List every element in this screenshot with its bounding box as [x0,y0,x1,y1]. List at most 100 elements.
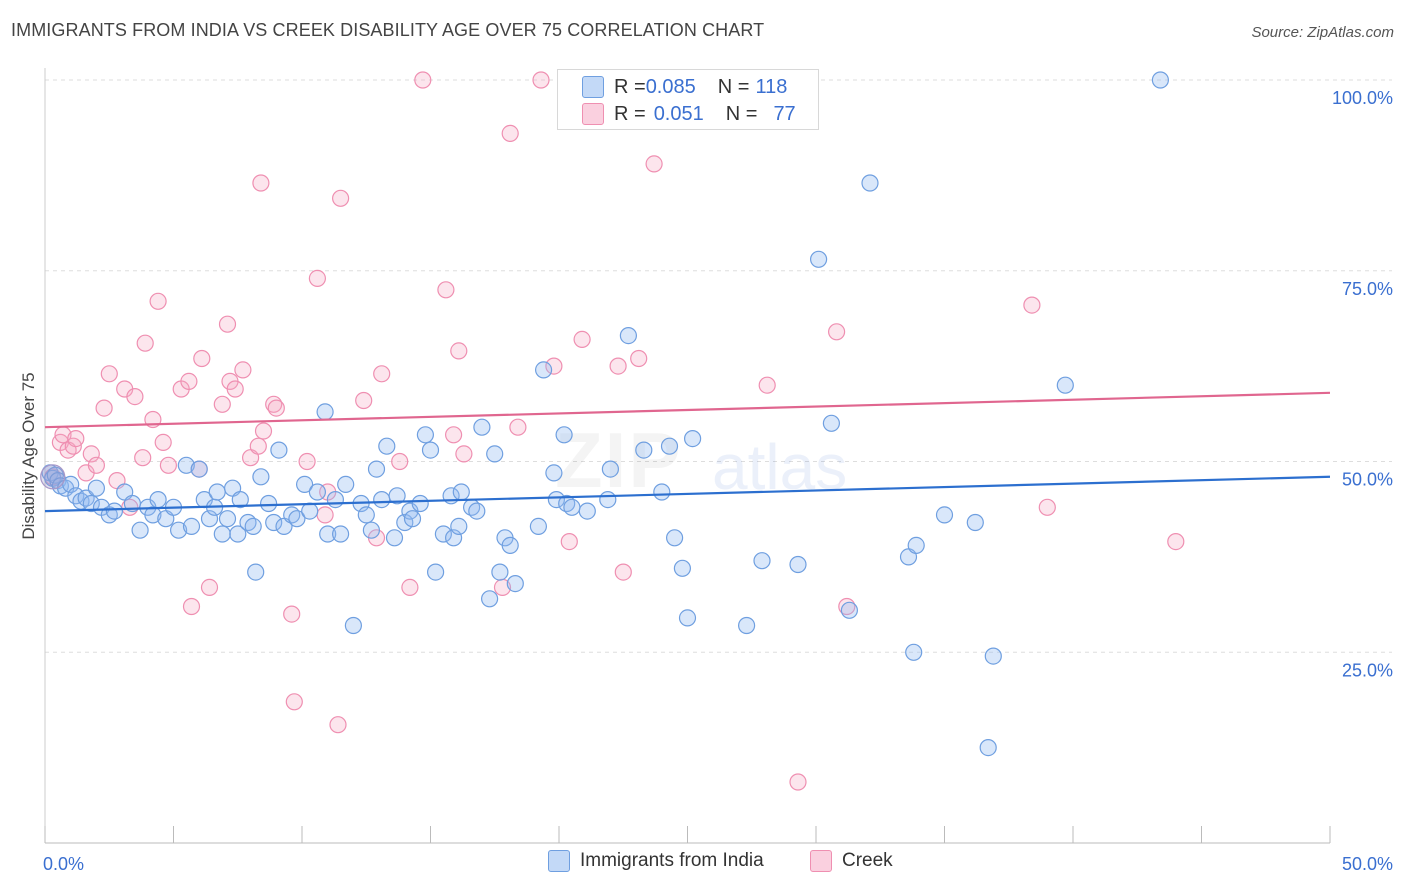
creek-point [308,269,326,287]
india-point [149,491,167,509]
india-point [434,525,452,543]
india-point [907,536,925,555]
creek-point [252,174,270,192]
svg-text:ZIP: ZIP [555,416,682,504]
creek-point [573,330,591,348]
trend-lines [44,391,1331,513]
creek-legend-swatch [810,850,832,872]
india-r-value: 0.085 [645,75,696,98]
india-point [316,403,334,421]
creek-point [827,323,846,341]
creek-point [560,532,578,551]
creek-point [182,597,201,616]
creek-point [180,372,198,390]
creek-r-value: 0.051 [653,102,704,125]
stats-legend-box: R = 0.085 N = 118 R = 0.051 N = 77 [557,69,819,130]
india-point [619,327,638,345]
india-point [555,426,573,444]
india-point [421,441,440,459]
india-point [177,456,195,474]
creek-point [316,506,334,524]
india-point [450,517,468,536]
india-point [563,498,581,516]
india-swatch [582,76,604,98]
india-point [344,616,362,635]
india-point [244,517,262,536]
creek-point [267,399,285,417]
creek-point [159,456,177,474]
series-india-points [40,71,1170,757]
creek-trend-line [44,391,1331,429]
y-tick-label: 50.0% [1342,470,1393,490]
india-point [416,426,434,444]
india-point [288,510,306,528]
india-point [468,502,486,520]
india-point [547,491,566,509]
india-point [87,479,106,497]
chart-title: IMMIGRANTS FROM INDIA VS CREEK DISABILIT… [11,20,765,40]
creek-point [329,716,347,734]
india-point [789,555,807,574]
india-point [809,250,828,268]
creek-point [254,422,273,440]
india-point [332,525,350,543]
creek-point [149,292,167,310]
creek-point [1167,532,1185,551]
india-legend-label: Immigrants from India [580,850,764,871]
india-point [326,491,344,509]
creek-point [437,281,455,299]
india-point [144,506,162,524]
india-point [529,517,548,536]
creek-point [450,342,468,360]
india-point [367,460,386,478]
creek-point [501,124,519,142]
india-point [1056,376,1074,394]
india-point [247,563,265,581]
legend-item-creek[interactable]: Creek [810,850,893,872]
india-point [362,521,380,539]
creek-point [758,376,776,394]
creek-point [234,361,252,379]
creek-point [193,349,211,368]
india-point [1151,71,1170,89]
india-point [534,361,553,379]
creek-point [445,426,463,444]
india-point [218,510,237,528]
india-n-value: 118 [755,75,788,98]
india-point [905,643,923,661]
creek-point [136,334,154,352]
creek-point [1038,498,1056,516]
india-point [319,525,337,543]
creek-legend-label: Creek [842,850,893,871]
india-point [427,563,445,581]
india-point [82,494,100,513]
creek-point [298,452,316,471]
india-point [231,491,249,509]
india-trend-line [44,475,1331,513]
india-legend-swatch [548,850,570,872]
india-point [385,529,404,547]
india-point [378,437,396,455]
india-point [208,483,226,501]
india-point [935,506,954,524]
india-point [308,483,326,501]
x-tick-label: 50.0% [1342,854,1393,874]
creek-point [226,380,244,398]
creek-swatch [582,103,604,125]
india-point [966,513,984,532]
india-point [737,616,756,635]
bottom-legend: Immigrants from India Creek [0,850,1406,880]
creek-point [332,189,350,207]
india-point [260,494,278,513]
creek-point [645,155,663,173]
creek-point [154,433,172,451]
india-point [673,559,692,577]
creek-n-value: 77 [773,102,796,125]
india-point [506,574,524,593]
y-tick-label: 100.0% [1332,88,1393,108]
india-point [301,502,319,520]
india-point [984,647,1002,665]
y-tick-label: 25.0% [1342,660,1393,680]
legend-item-india[interactable]: Immigrants from India [548,850,764,872]
